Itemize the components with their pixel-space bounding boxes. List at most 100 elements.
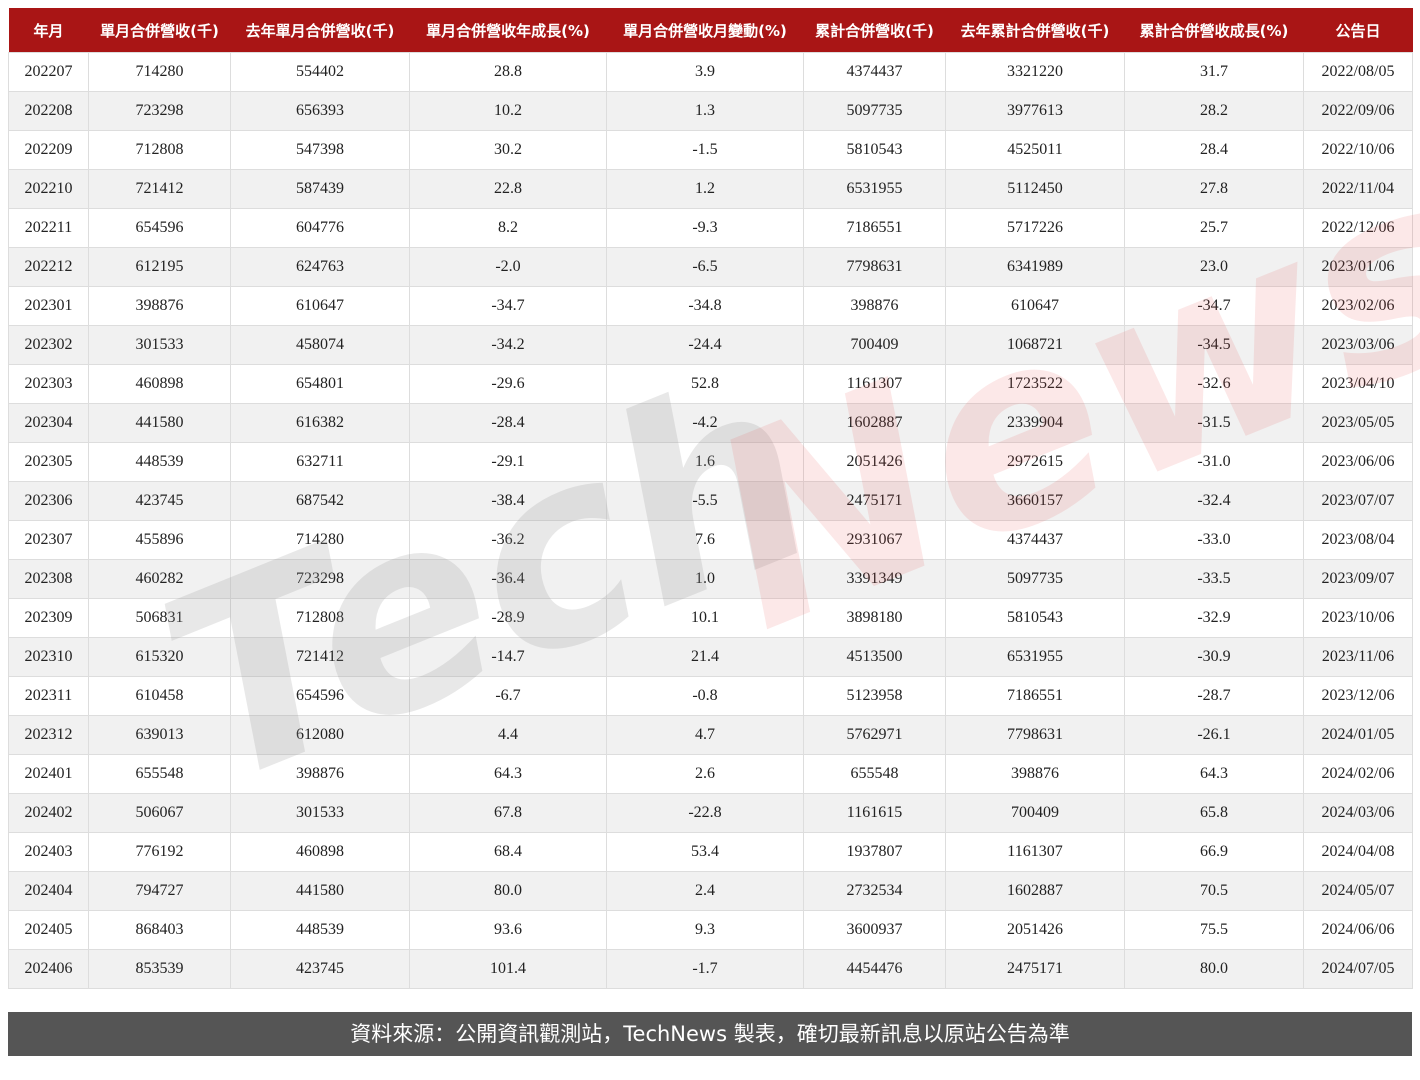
table-cell: 458074: [230, 325, 410, 365]
table-cell: 1.2: [606, 169, 804, 209]
table-cell: 639013: [88, 715, 231, 755]
table-cell: 448539: [230, 910, 410, 950]
table-row: 202305 448539 632711 -29.1 1.6 2051426 2972615…: [8, 442, 1413, 482]
table-cell: 1161615: [803, 793, 946, 833]
table-cell: 2022/08/05: [1303, 52, 1413, 92]
table-cell: 616382: [230, 403, 410, 443]
table-cell: 202406: [8, 949, 89, 989]
table-cell: -6.7: [409, 676, 607, 716]
table-cell: 615320: [88, 637, 231, 677]
table-cell: 2023/04/10: [1303, 364, 1413, 404]
table-header: 年月 單月合併營收(千) 去年單月合併營收(千) 單月合併營收年成長(%) 單月合併營收…: [8, 8, 1413, 53]
table-cell: 2024/05/07: [1303, 871, 1413, 911]
table-row: 202212 612195 624763 -2.0 -6.5 7798631 6341989…: [8, 247, 1413, 287]
table-cell: 624763: [230, 247, 410, 287]
table-cell: -1.7: [606, 949, 804, 989]
table-cell: 2.6: [606, 754, 804, 794]
column-header: 去年單月合併營收(千): [230, 8, 410, 53]
table-cell: 1602887: [803, 403, 946, 443]
table-cell: -22.8: [606, 793, 804, 833]
table-cell: 2024/02/06: [1303, 754, 1413, 794]
table-cell: 398876: [230, 754, 410, 794]
table-cell: 202210: [8, 169, 89, 209]
table-cell: 3977613: [945, 91, 1125, 131]
table-cell: 687542: [230, 481, 410, 521]
table-cell: 700409: [803, 325, 946, 365]
table-cell: 1161307: [945, 832, 1125, 872]
table-row: 202404 794727 441580 80.0 2.4 2732534 1602887 7…: [8, 871, 1413, 911]
table-cell: 506067: [88, 793, 231, 833]
table-cell: 22.8: [409, 169, 607, 209]
table-cell: 3321220: [945, 52, 1125, 92]
table-cell: 2022/12/06: [1303, 208, 1413, 248]
table-cell: 70.5: [1124, 871, 1304, 911]
table-cell: -26.1: [1124, 715, 1304, 755]
table-cell: -33.5: [1124, 559, 1304, 599]
table-cell: 1.0: [606, 559, 804, 599]
table-cell: 604776: [230, 208, 410, 248]
table-cell: 2023/07/07: [1303, 481, 1413, 521]
table-cell: 2931067: [803, 520, 946, 560]
table-cell: 53.4: [606, 832, 804, 872]
table-row: 202309 506831 712808 -28.9 10.1 3898180 581054…: [8, 598, 1413, 638]
table-cell: 654596: [230, 676, 410, 716]
table-cell: 67.8: [409, 793, 607, 833]
table-cell: 1068721: [945, 325, 1125, 365]
table-cell: 554402: [230, 52, 410, 92]
column-header: 公告日: [1303, 8, 1413, 53]
table-cell: 28.2: [1124, 91, 1304, 131]
table-cell: 10.2: [409, 91, 607, 131]
table-cell: 202404: [8, 871, 89, 911]
table-cell: -34.2: [409, 325, 607, 365]
table-cell: -38.4: [409, 481, 607, 521]
table-cell: 2022/11/04: [1303, 169, 1413, 209]
table-cell: -34.8: [606, 286, 804, 326]
table-cell: 202311: [8, 676, 89, 716]
table-cell: -33.0: [1124, 520, 1304, 560]
table-cell: 853539: [88, 949, 231, 989]
table-row: 202403 776192 460898 68.4 53.4 1937807 1161307…: [8, 832, 1413, 872]
table-cell: -34.7: [409, 286, 607, 326]
table-cell: -28.4: [409, 403, 607, 443]
table-cell: 547398: [230, 130, 410, 170]
table-cell: 4374437: [803, 52, 946, 92]
table-cell: 587439: [230, 169, 410, 209]
table-cell: -5.5: [606, 481, 804, 521]
table-cell: 1161307: [803, 364, 946, 404]
table-cell: -9.3: [606, 208, 804, 248]
table-cell: 712808: [230, 598, 410, 638]
table-cell: 5123958: [803, 676, 946, 716]
table-cell: 656393: [230, 91, 410, 131]
table-cell: 202401: [8, 754, 89, 794]
table-cell: 2024/07/05: [1303, 949, 1413, 989]
revenue-table: 年月 單月合併營收(千) 去年單月合併營收(千) 單月合併營收年成長(%) 單月合併營收…: [8, 8, 1413, 989]
table-cell: 460898: [230, 832, 410, 872]
table-cell: 721412: [230, 637, 410, 677]
table-cell: 64.3: [1124, 754, 1304, 794]
table-cell: 721412: [88, 169, 231, 209]
table-cell: 202212: [8, 247, 89, 287]
table-cell: 7798631: [803, 247, 946, 287]
table-cell: 5762971: [803, 715, 946, 755]
table-cell: 612080: [230, 715, 410, 755]
table-cell: 202303: [8, 364, 89, 404]
table-cell: 868403: [88, 910, 231, 950]
table-cell: -1.5: [606, 130, 804, 170]
table-cell: 2024/06/06: [1303, 910, 1413, 950]
column-header: 去年累計合併營收(千): [945, 8, 1125, 53]
table-cell: 7798631: [945, 715, 1125, 755]
table-row: 202312 639013 612080 4.4 4.7 5762971 7798631 -2…: [8, 715, 1413, 755]
table-cell: -28.9: [409, 598, 607, 638]
table-cell: 101.4: [409, 949, 607, 989]
table-cell: 2051426: [945, 910, 1125, 950]
table-cell: 66.9: [1124, 832, 1304, 872]
table-cell: 2051426: [803, 442, 946, 482]
table-cell: 7186551: [803, 208, 946, 248]
column-header: 累計合併營收(千): [803, 8, 946, 53]
table-cell: 202403: [8, 832, 89, 872]
table-cell: 6531955: [945, 637, 1125, 677]
table-cell: 714280: [88, 52, 231, 92]
table-cell: 202207: [8, 52, 89, 92]
table-cell: -4.2: [606, 403, 804, 443]
table-cell: 3.9: [606, 52, 804, 92]
